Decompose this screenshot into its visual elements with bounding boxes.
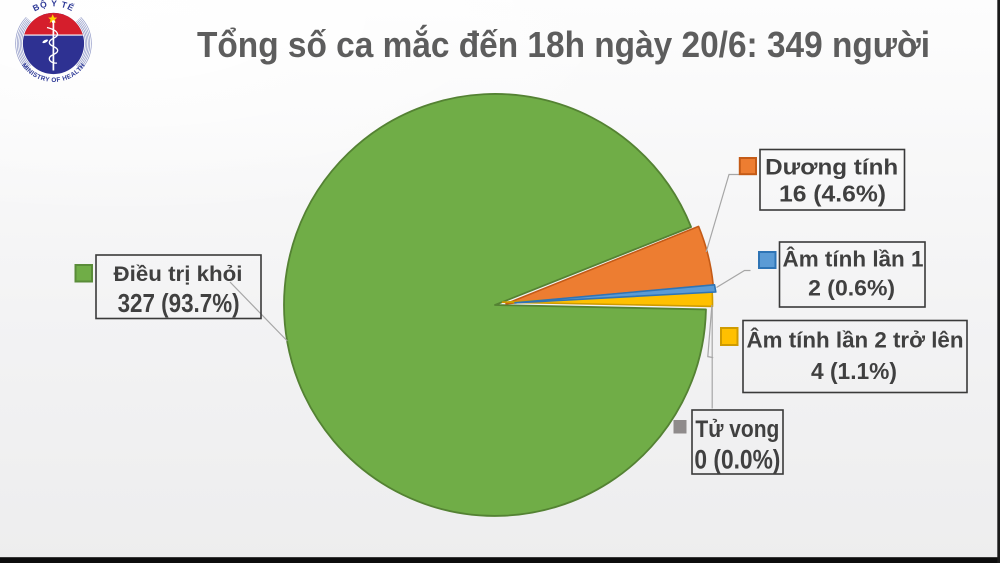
- svg-text:327 (93.7%): 327 (93.7%): [118, 290, 240, 318]
- svg-text:Điều trị khỏi: Điều trị khỏi: [114, 262, 243, 286]
- svg-text:16 (4.6%): 16 (4.6%): [779, 181, 886, 207]
- svg-text:Âm tính lần 1: Âm tính lần 1: [783, 247, 924, 272]
- svg-text:Tử vong: Tử vong: [695, 416, 779, 443]
- svg-text:0 (0.0%): 0 (0.0%): [694, 445, 780, 475]
- svg-text:BỘ Y TẾ: BỘ Y TẾ: [31, 0, 76, 13]
- svg-text:4 (1.1%): 4 (1.1%): [811, 358, 897, 384]
- svg-text:Tổng số ca mắc đến 18h ngày 20: Tổng số ca mắc đến 18h ngày 20/6: 349 ng…: [197, 23, 930, 65]
- svg-text:Dương tính: Dương tính: [765, 154, 898, 179]
- svg-text:Âm tính lần 2 trở lên: Âm tính lần 2 trở lên: [747, 328, 964, 353]
- svg-text:2 (0.6%): 2 (0.6%): [808, 276, 895, 301]
